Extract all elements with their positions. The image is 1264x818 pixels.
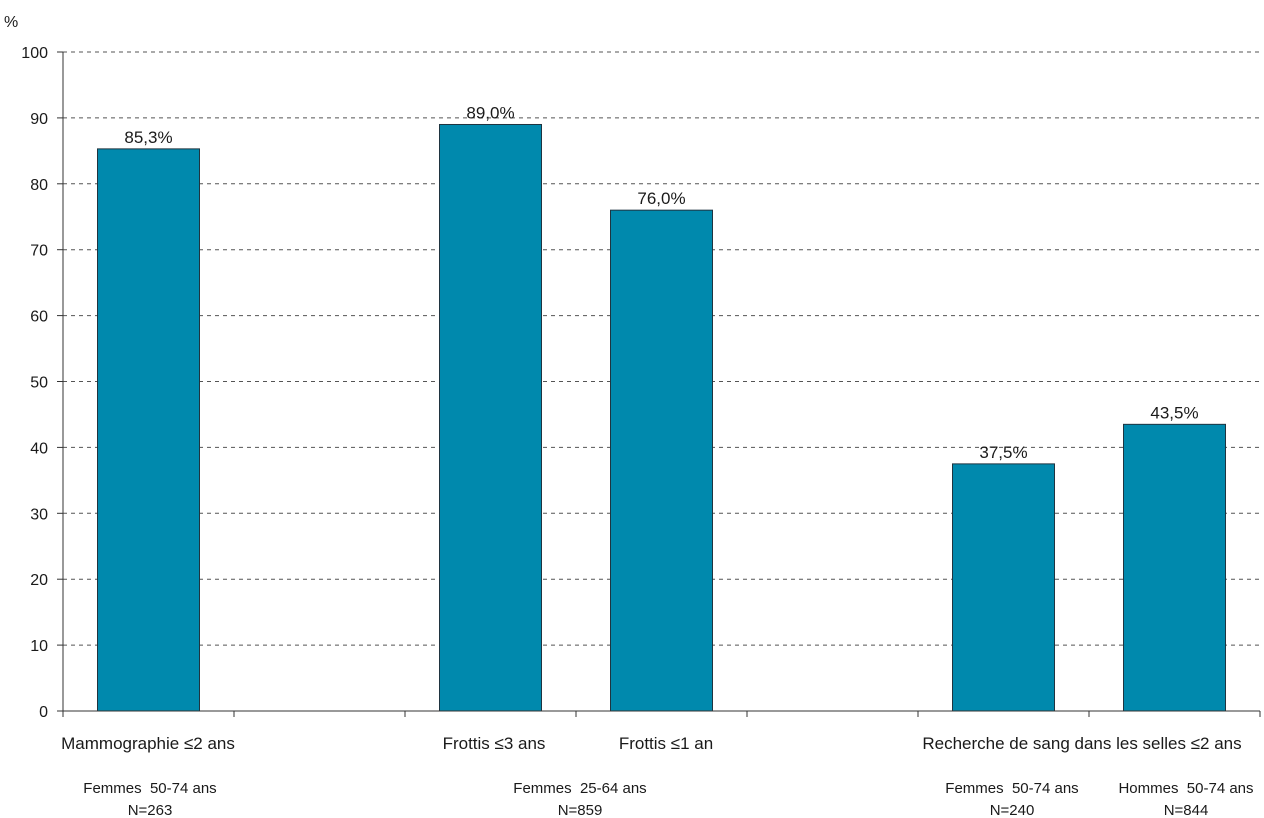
- bar-value-label: 89,0%: [466, 103, 514, 122]
- x-category-label: Recherche de sang dans les selles ≤2 ans: [922, 734, 1241, 753]
- population-n-label: N=263: [128, 802, 173, 818]
- bar: [97, 148, 200, 712]
- y-tick-label: 10: [30, 638, 48, 655]
- population-n-label: N=859: [558, 802, 603, 818]
- bar: [610, 209, 713, 712]
- bar-value-label: 76,0%: [637, 189, 685, 208]
- y-tick-label: 0: [39, 704, 48, 721]
- population-group-label: Hommes 50-74 ans: [1118, 780, 1253, 797]
- bars: [97, 123, 1226, 712]
- population-group-label: Femmes 25-64 ans: [513, 780, 646, 797]
- population-labels: Femmes 50-74 ans N=263 Femmes 25-64 ans N=8…: [83, 780, 1253, 818]
- y-tick-label: 40: [30, 440, 48, 457]
- bar-value-label: 43,5%: [1150, 403, 1198, 422]
- y-tick-label: 50: [30, 375, 48, 392]
- y-axis-ticks: 0 10 20 30 40 50 60 70 80 90 100: [21, 45, 63, 721]
- y-tick-label: 100: [21, 45, 48, 62]
- y-tick-label: 20: [30, 572, 48, 589]
- x-category-label: Mammographie ≤2 ans: [61, 734, 235, 753]
- bar: [439, 123, 542, 712]
- bar: [952, 463, 1055, 712]
- y-tick-label: 60: [30, 309, 48, 326]
- bar-value-label: 85,3%: [124, 128, 172, 147]
- axes: [62, 52, 1261, 717]
- population-n-label: N=240: [990, 802, 1035, 818]
- y-tick-label: 30: [30, 506, 48, 523]
- y-tick-label: 80: [30, 177, 48, 194]
- y-tick-label: 70: [30, 243, 48, 260]
- population-n-label: N=844: [1164, 802, 1209, 818]
- x-category-label: Frottis ≤1 an: [619, 734, 713, 753]
- x-category-label: Frottis ≤3 ans: [443, 734, 546, 753]
- x-axis-category-labels: Mammographie ≤2 ans Frottis ≤3 ans Frottis…: [61, 734, 1242, 753]
- population-group-label: Femmes 50-74 ans: [945, 780, 1078, 797]
- bar-value-label: 37,5%: [979, 443, 1027, 462]
- population-group-label: Femmes 50-74 ans: [83, 780, 216, 797]
- value-labels: 85,3% 89,0% 76,0% 37,5% 43,5%: [124, 103, 1198, 461]
- y-tick-label: 90: [30, 111, 48, 128]
- y-axis-unit-label: %: [4, 14, 18, 31]
- bar: [1123, 423, 1226, 712]
